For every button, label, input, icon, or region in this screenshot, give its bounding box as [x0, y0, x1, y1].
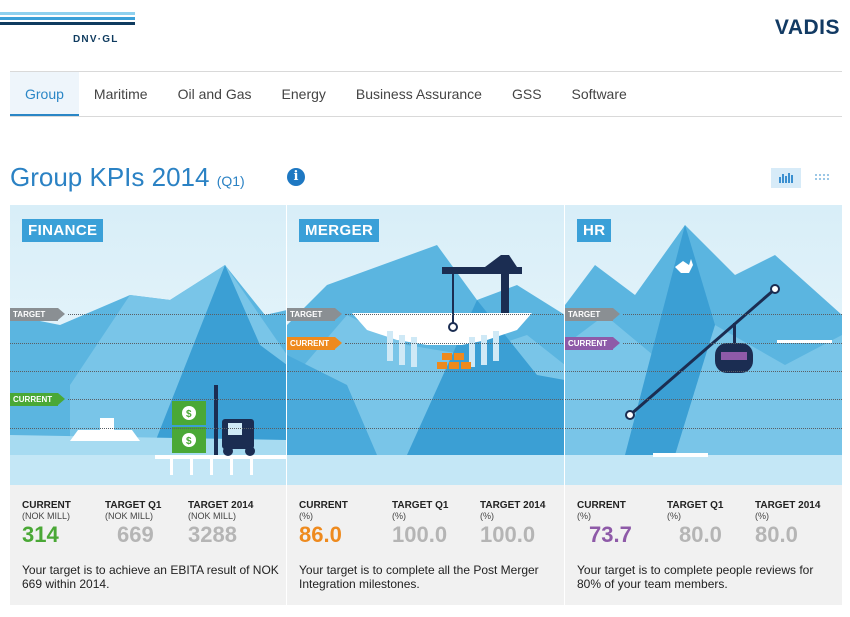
target-q1-stat: TARGET Q1 (%) 80.0: [667, 500, 723, 548]
hr-label: HR: [577, 219, 612, 242]
grid-line: [565, 428, 842, 429]
current-marker: CURRENT: [287, 337, 342, 350]
finance-illustration: $ $: [10, 205, 286, 485]
target-2014-value: 80.0: [755, 522, 798, 547]
page-period: (Q1): [216, 173, 245, 189]
hr-illustration: [565, 205, 842, 485]
target-2014-stat: TARGET 2014 (%) 100.0: [480, 500, 545, 548]
tab-group[interactable]: Group: [10, 72, 79, 116]
target-q1-stat: TARGET Q1 (NOK MILL) 669: [105, 500, 161, 548]
target-q1-value: 80.0: [679, 522, 722, 547]
stat-unit: (%): [480, 511, 494, 521]
finance-description: Your target is to achieve an EBITA resul…: [22, 563, 279, 591]
stat-unit: (%): [299, 511, 313, 521]
current-value: 73.7: [589, 522, 632, 547]
stat-unit: (%): [755, 511, 769, 521]
target-line: [68, 314, 286, 315]
dnvgl-logo[interactable]: [0, 12, 135, 27]
current-line: [623, 343, 842, 344]
vadis-brand[interactable]: VADIS: [774, 16, 840, 39]
target-2014-value: 100.0: [480, 522, 536, 547]
target-line: [623, 314, 842, 315]
merger-stats: CURRENT (%) 86.0 TARGET Q1 (%) 100.0 TAR…: [287, 485, 564, 605]
grid-line: [287, 399, 564, 400]
page-title: Group KPIs 2014 (Q1): [10, 162, 245, 193]
current-value: 86.0: [299, 522, 342, 547]
main-nav: Group Maritime Oil and Gas Energy Busine…: [10, 71, 842, 117]
page-title-text: Group KPIs 2014: [10, 162, 210, 192]
current-stat: CURRENT (NOK MILL) 314: [22, 500, 71, 548]
target-line: [345, 314, 564, 315]
stat-header: TARGET Q1: [392, 500, 449, 511]
stat-header: TARGET Q1: [667, 500, 724, 511]
current-value: 314: [22, 522, 59, 547]
stat-header: TARGET Q1: [105, 500, 162, 511]
target-2014-stat: TARGET 2014 (NOK MILL) 3288: [188, 500, 253, 548]
target-q1-value: 100.0: [392, 522, 448, 547]
hr-stats: CURRENT (%) 73.7 TARGET Q1 (%) 80.0 TARG…: [565, 485, 842, 605]
hr-description: Your target is to complete people review…: [577, 563, 814, 591]
current-stat: CURRENT (%) 73.7: [577, 500, 632, 548]
stat-unit: (NOK MILL): [105, 511, 154, 521]
current-line: [345, 343, 564, 344]
finance-label: FINANCE: [22, 219, 104, 242]
current-marker: CURRENT: [10, 393, 65, 406]
target-marker: TARGET: [287, 308, 342, 321]
grid-icon[interactable]: [808, 168, 838, 188]
bar-chart-icon[interactable]: [771, 168, 801, 188]
stat-unit: (%): [392, 511, 406, 521]
current-line: [68, 399, 286, 400]
stat-header: CURRENT: [299, 500, 348, 511]
stat-header: TARGET 2014: [480, 500, 546, 511]
merger-panel[interactable]: MERGER TARGET CURRENT CURRENT (%) 86.0 T…: [287, 205, 565, 605]
target-marker: TARGET: [10, 308, 65, 321]
stat-header: TARGET 2014: [188, 500, 254, 511]
svg-text:$: $: [186, 409, 192, 420]
logo-text: DNV·GL: [73, 34, 119, 45]
hr-panel[interactable]: HR TARGET CURRENT CURRENT (%) 73.7 TARGE…: [565, 205, 842, 605]
current-marker: CURRENT: [565, 337, 620, 350]
info-icon[interactable]: i: [287, 168, 305, 186]
tab-oil-and-gas[interactable]: Oil and Gas: [177, 86, 252, 102]
kpi-panels: $ $ FINANCE TARGET CURRENT CURRENT (NOK …: [10, 205, 842, 605]
tab-energy[interactable]: Energy: [281, 86, 326, 102]
stat-unit: (NOK MILL): [22, 511, 71, 521]
header: DNV·GL VADIS: [0, 0, 850, 62]
target-2014-stat: TARGET 2014 (%) 80.0: [755, 500, 820, 548]
stat-unit: (%): [577, 511, 591, 521]
stat-unit: (NOK MILL): [188, 511, 237, 521]
target-2014-value: 3288: [188, 522, 237, 547]
grid-line: [287, 371, 564, 372]
grid-line: [10, 371, 286, 372]
tab-business-assurance[interactable]: Business Assurance: [355, 86, 482, 102]
target-q1-value: 669: [117, 522, 154, 547]
grid-line: [10, 428, 286, 429]
stat-header: CURRENT: [577, 500, 626, 511]
grid-line: [565, 371, 842, 372]
stat-header: TARGET 2014: [755, 500, 821, 511]
merger-label: MERGER: [299, 219, 380, 242]
grid-line: [287, 428, 564, 429]
grid-line: [10, 343, 286, 344]
stat-header: CURRENT: [22, 500, 71, 511]
svg-text:$: $: [186, 436, 192, 447]
tab-maritime[interactable]: Maritime: [93, 86, 148, 102]
grid-line: [565, 399, 842, 400]
current-stat: CURRENT (%) 86.0: [299, 500, 348, 548]
target-q1-stat: TARGET Q1 (%) 100.0: [392, 500, 448, 548]
finance-panel[interactable]: $ $ FINANCE TARGET CURRENT CURRENT (NOK …: [10, 205, 287, 605]
stat-unit: (%): [667, 511, 681, 521]
tab-software[interactable]: Software: [571, 86, 627, 102]
finance-stats: CURRENT (NOK MILL) 314 TARGET Q1 (NOK MI…: [10, 485, 286, 605]
target-marker: TARGET: [565, 308, 620, 321]
tab-gss[interactable]: GSS: [511, 86, 542, 102]
merger-description: Your target is to complete all the Post …: [299, 563, 539, 591]
